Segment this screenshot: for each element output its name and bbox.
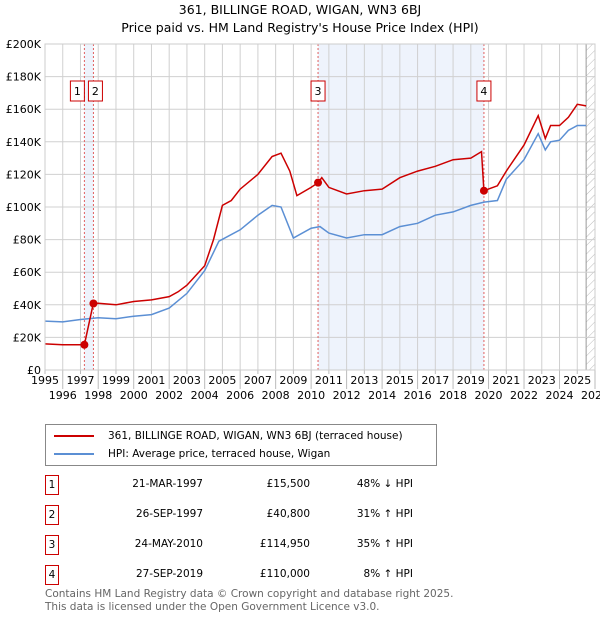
sale-number-badge: 4 bbox=[45, 565, 59, 585]
sale-label-box bbox=[87, 80, 103, 102]
sale-point bbox=[89, 299, 98, 308]
x-tick-label: 2021 bbox=[492, 374, 520, 387]
x-tick-label: 2010 bbox=[297, 389, 325, 402]
y-tick-label: £180K bbox=[6, 71, 42, 84]
y-tick-label: £20K bbox=[13, 331, 42, 344]
x-tick-label: 2022 bbox=[510, 389, 538, 402]
table-row: 4 27-SEP-2019 £110,000 8% ↑ HPI bbox=[45, 565, 413, 585]
table-row: 2 26-SEP-1997 £40,800 31% ↑ HPI bbox=[45, 505, 413, 525]
sale-price: £40,800 bbox=[266, 508, 310, 520]
x-tick-label: 2017 bbox=[421, 374, 449, 387]
y-tick-label: £40K bbox=[13, 299, 42, 312]
y-tick-label: £60K bbox=[13, 266, 42, 279]
footer-licence: This data is licensed under the Open Gov… bbox=[45, 601, 380, 613]
sale-label: 4 bbox=[480, 85, 487, 98]
x-tick-label: 2005 bbox=[208, 374, 236, 387]
table-row: 1 21-MAR-1997 £15,500 48% ↓ HPI bbox=[45, 475, 413, 495]
x-tick-label: 2024 bbox=[546, 389, 574, 402]
x-tick-label: 2001 bbox=[137, 374, 165, 387]
x-tick-label: 1996 bbox=[49, 389, 77, 402]
x-tick-label: 2004 bbox=[191, 389, 219, 402]
x-tick-label: 2019 bbox=[457, 374, 485, 387]
legend-item-hpi: HPI: Average price, terraced house, Wiga… bbox=[54, 446, 330, 462]
sale-number-badge: 3 bbox=[45, 535, 59, 555]
sale-number-badge: 1 bbox=[45, 475, 59, 495]
sale-point bbox=[314, 178, 323, 187]
y-tick-label: £160K bbox=[6, 103, 42, 116]
x-tick-label: 2013 bbox=[350, 374, 378, 387]
footer: Contains HM Land Registry data © Crown c… bbox=[45, 588, 453, 614]
footer-copyright: Contains HM Land Registry data © Crown c… bbox=[45, 588, 454, 600]
y-tick-label: £120K bbox=[6, 168, 42, 181]
sale-point bbox=[80, 340, 89, 349]
y-tick-label: £80K bbox=[13, 234, 42, 247]
table-row: 3 24-MAY-2010 £114,950 35% ↑ HPI bbox=[45, 535, 413, 555]
x-tick-label: 2026 bbox=[581, 389, 600, 402]
chart-subtitle: Price paid vs. HM Land Registry's House … bbox=[121, 20, 479, 35]
x-tick-label: 2011 bbox=[315, 374, 343, 387]
legend: 361, BILLINGE ROAD, WIGAN, WN3 6BJ (terr… bbox=[45, 424, 437, 466]
sale-label: 2 bbox=[92, 85, 99, 98]
sale-point bbox=[479, 186, 488, 195]
plot-frame bbox=[44, 43, 596, 371]
sale-number-badge: 2 bbox=[45, 505, 59, 525]
sale-price: £110,000 bbox=[259, 568, 310, 580]
x-tick-label: 2020 bbox=[475, 389, 503, 402]
x-tick-label: 2015 bbox=[386, 374, 414, 387]
sale-label-box bbox=[69, 80, 85, 102]
sale-label: 1 bbox=[74, 85, 81, 98]
x-tick-label: 1998 bbox=[84, 389, 112, 402]
hpi-comparison: 48% ↓ HPI bbox=[356, 478, 413, 490]
x-tick-label: 1995 bbox=[31, 374, 59, 387]
x-tick-label: 2000 bbox=[120, 389, 148, 402]
x-tick-label: 1997 bbox=[66, 374, 94, 387]
x-tick-label: 2018 bbox=[439, 389, 467, 402]
sale-price: £114,950 bbox=[259, 538, 310, 550]
x-tick-label: 2003 bbox=[173, 374, 201, 387]
hpi-comparison: 31% ↑ HPI bbox=[356, 508, 413, 520]
y-tick-label: £140K bbox=[6, 136, 42, 149]
sale-date: 26-SEP-1997 bbox=[135, 508, 203, 520]
hpi-comparison: 8% ↑ HPI bbox=[363, 568, 413, 580]
sale-label-box bbox=[476, 80, 492, 102]
x-tick-label: 2025 bbox=[563, 374, 591, 387]
hpi-line bbox=[44, 124, 587, 323]
legend-label: HPI: Average price, terraced house, Wiga… bbox=[108, 448, 331, 460]
x-tick-label: 2023 bbox=[528, 374, 556, 387]
legend-item-property: 361, BILLINGE ROAD, WIGAN, WN3 6BJ (terr… bbox=[54, 428, 403, 444]
price-chart: 1 2 3 4 1995 1996 1997 1998 1999 2000 2001 2002 2003… bbox=[6, 38, 600, 402]
x-tick-label: 2014 bbox=[368, 389, 396, 402]
y-tick-label: £0 bbox=[27, 364, 41, 377]
sale-price: £15,500 bbox=[266, 478, 310, 490]
x-tick-label: 2012 bbox=[333, 389, 361, 402]
red-line-swatch bbox=[54, 435, 94, 437]
blue-line-swatch bbox=[54, 453, 94, 455]
sale-date: 24-MAY-2010 bbox=[134, 538, 203, 550]
sale-date: 27-SEP-2019 bbox=[135, 568, 203, 580]
y-tick-label: £200K bbox=[6, 38, 42, 51]
x-tick-label: 2002 bbox=[155, 389, 183, 402]
x-tick-label: 2016 bbox=[404, 389, 432, 402]
x-tick-label: 2009 bbox=[279, 374, 307, 387]
sale-label: 3 bbox=[315, 85, 322, 98]
x-tick-label: 2008 bbox=[262, 389, 290, 402]
x-tick-label: 2007 bbox=[244, 374, 272, 387]
sale-date: 21-MAR-1997 bbox=[132, 478, 203, 490]
x-tick-label: 2006 bbox=[226, 389, 254, 402]
x-tick-label: 1999 bbox=[102, 374, 130, 387]
legend-label: 361, BILLINGE ROAD, WIGAN, WN3 6BJ (terr… bbox=[108, 430, 403, 442]
hpi-comparison: 35% ↑ HPI bbox=[356, 538, 413, 550]
sale-label-box bbox=[310, 80, 326, 102]
y-tick-label: £100K bbox=[6, 201, 42, 214]
chart-title: 361, BILLINGE ROAD, WIGAN, WN3 6BJ bbox=[178, 2, 422, 17]
